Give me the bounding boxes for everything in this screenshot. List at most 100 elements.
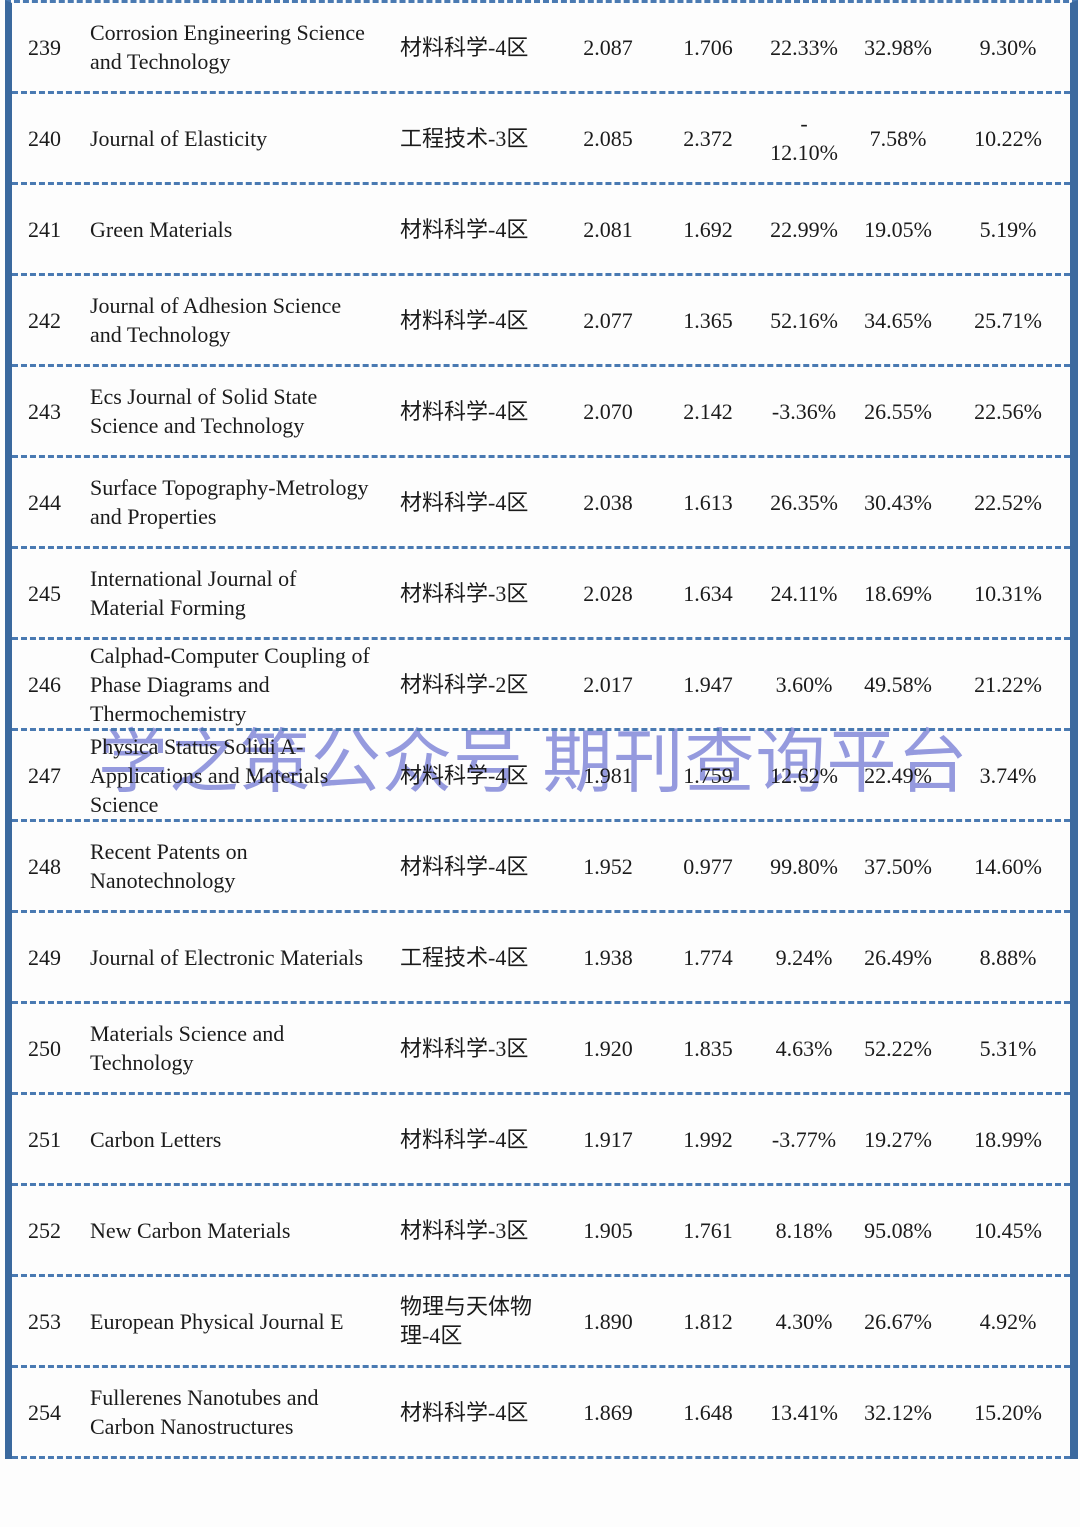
metric2-cell: 1.761 bbox=[683, 1217, 733, 1243]
percent3-cell: 10.45% bbox=[974, 1217, 1042, 1243]
percent2-cell: 30.43% bbox=[864, 489, 932, 515]
metric1-cell: 2.038 bbox=[583, 489, 633, 515]
category-zone-cell: 材料科学-4区 bbox=[400, 1399, 529, 1425]
journal-name-cell: Journal of Electronic Materials bbox=[90, 944, 364, 970]
percent2-cell: 18.69% bbox=[864, 580, 932, 606]
percent1-cell: 52.16% bbox=[770, 307, 838, 333]
metric2-cell: 1.634 bbox=[683, 580, 733, 606]
watermark: 学之策公众号 期刊查询平台 bbox=[98, 725, 969, 802]
percent1-cell: 22.99% bbox=[770, 216, 838, 242]
table-row: 245 International Journal of Material Fo… bbox=[12, 549, 1070, 640]
percent3-cell: 18.99% bbox=[974, 1126, 1042, 1152]
journal-name-cell: Materials Science and Technology bbox=[90, 1021, 285, 1075]
percent3-cell: 9.30% bbox=[979, 34, 1037, 60]
table-row: 252 New Carbon Materials 材料科学-3区 1.905 1… bbox=[12, 1186, 1070, 1277]
percent1-cell: 99.80% bbox=[770, 853, 838, 879]
metric1-cell: 2.017 bbox=[583, 671, 633, 697]
category-zone-cell: 材料科学-4区 bbox=[400, 216, 529, 242]
metric2-cell: 1.648 bbox=[683, 1399, 733, 1425]
percent3-cell: 4.92% bbox=[979, 1308, 1037, 1334]
percent2-cell: 22.49% bbox=[864, 762, 932, 788]
percent2-cell: 26.55% bbox=[864, 398, 932, 424]
journal-name-cell: International Journal of Material Formin… bbox=[90, 566, 297, 620]
metric1-cell: 2.081 bbox=[583, 216, 633, 242]
percent3-cell: 5.31% bbox=[979, 1035, 1037, 1061]
percent1-cell: 3.60% bbox=[775, 671, 833, 697]
category-zone-cell: 工程技术-3区 bbox=[400, 125, 529, 151]
percent1-cell: 26.35% bbox=[770, 489, 838, 515]
percent1-cell: -3.36% bbox=[771, 398, 837, 424]
metric2-cell: 1.706 bbox=[683, 34, 733, 60]
metric2-cell: 1.774 bbox=[683, 944, 733, 970]
percent2-cell: 26.49% bbox=[864, 944, 932, 970]
rank-cell: 249 bbox=[28, 944, 61, 970]
metric1-cell: 1.952 bbox=[583, 853, 633, 879]
percent3-cell: 22.56% bbox=[974, 398, 1042, 424]
rank-cell: 241 bbox=[28, 216, 61, 242]
table-row: 250 Materials Science and Technology 材料科… bbox=[12, 1004, 1070, 1095]
journal-name-cell: Calphad-Computer Coupling of Phase Diagr… bbox=[90, 642, 370, 726]
category-zone-cell: 材料科学-3区 bbox=[400, 580, 529, 606]
metric1-cell: 1.917 bbox=[583, 1126, 633, 1152]
journal-name-cell: Ecs Journal of Solid State Science and T… bbox=[90, 384, 318, 438]
category-zone-cell: 材料科学-4区 bbox=[400, 307, 529, 333]
category-zone-cell: 物理与天体物理-4区 bbox=[400, 1294, 533, 1348]
percent3-cell: 15.20% bbox=[974, 1399, 1042, 1425]
percent3-cell: 14.60% bbox=[974, 853, 1042, 879]
category-zone-cell: 材料科学-4区 bbox=[400, 762, 529, 788]
rank-cell: 244 bbox=[28, 489, 61, 515]
journal-table: 239 Corrosion Engineering Science and Te… bbox=[5, 0, 1078, 1459]
category-zone-cell: 材料科学-3区 bbox=[400, 1035, 529, 1061]
percent1-cell: - 12.10% bbox=[770, 111, 838, 165]
percent3-cell: 10.22% bbox=[974, 125, 1042, 151]
table-row: 254 Fullerenes Nanotubes and Carbon Nano… bbox=[12, 1368, 1070, 1459]
percent2-cell: 19.27% bbox=[864, 1126, 932, 1152]
metric1-cell: 2.077 bbox=[583, 307, 633, 333]
metric2-cell: 1.613 bbox=[683, 489, 733, 515]
percent2-cell: 19.05% bbox=[864, 216, 932, 242]
percent1-cell: 8.18% bbox=[775, 1217, 833, 1243]
percent3-cell: 3.74% bbox=[979, 762, 1037, 788]
percent1-cell: 13.41% bbox=[770, 1399, 838, 1425]
percent1-cell: 12.62% bbox=[770, 762, 838, 788]
category-zone-cell: 材料科学-4区 bbox=[400, 489, 529, 515]
table-row: 239 Corrosion Engineering Science and Te… bbox=[12, 3, 1070, 94]
percent2-cell: 37.50% bbox=[864, 853, 932, 879]
metric2-cell: 1.692 bbox=[683, 216, 733, 242]
journal-name-cell: Fullerenes Nanotubes and Carbon Nanostru… bbox=[90, 1385, 319, 1439]
category-zone-cell: 材料科学-4区 bbox=[400, 398, 529, 424]
table-row: 242 Journal of Adhesion Science and Tech… bbox=[12, 276, 1070, 367]
metric1-cell: 2.085 bbox=[583, 125, 633, 151]
table-row: 246 Calphad-Computer Coupling of Phase D… bbox=[12, 640, 1070, 731]
rank-cell: 247 bbox=[28, 762, 61, 788]
metric2-cell: 0.977 bbox=[683, 853, 733, 879]
journal-name-cell: Journal of Adhesion Science and Technolo… bbox=[90, 293, 342, 347]
rank-cell: 254 bbox=[28, 1399, 61, 1425]
metric1-cell: 1.905 bbox=[583, 1217, 633, 1243]
rank-cell: 248 bbox=[28, 853, 61, 879]
metric2-cell: 1.947 bbox=[683, 671, 733, 697]
percent1-cell: 9.24% bbox=[775, 944, 833, 970]
table-row: 244 Surface Topography-Metrology and Pro… bbox=[12, 458, 1070, 549]
percent2-cell: 7.58% bbox=[869, 125, 927, 151]
rank-cell: 250 bbox=[28, 1035, 61, 1061]
percent2-cell: 52.22% bbox=[864, 1035, 932, 1061]
percent3-cell: 10.31% bbox=[974, 580, 1042, 606]
table-row: 251 Carbon Letters 材料科学-4区 1.917 1.992 -… bbox=[12, 1095, 1070, 1186]
metric1-cell: 2.087 bbox=[583, 34, 633, 60]
category-zone-cell: 材料科学-4区 bbox=[400, 34, 529, 60]
journal-name-cell: European Physical Journal E bbox=[90, 1308, 344, 1334]
category-zone-cell: 材料科学-4区 bbox=[400, 853, 529, 879]
journal-name-cell: Green Materials bbox=[90, 216, 233, 242]
rank-cell: 240 bbox=[28, 125, 61, 151]
table-row: 243 Ecs Journal of Solid State Science a… bbox=[12, 367, 1070, 458]
journal-name-cell: Physica Status Solidi A-Applications and… bbox=[90, 733, 329, 817]
rank-cell: 242 bbox=[28, 307, 61, 333]
table-row: 253 European Physical Journal E 物理与天体物理-… bbox=[12, 1277, 1070, 1368]
metric1-cell: 1.869 bbox=[583, 1399, 633, 1425]
category-zone-cell: 工程技术-4区 bbox=[400, 944, 529, 970]
percent1-cell: 4.30% bbox=[775, 1308, 833, 1334]
percent1-cell: -3.77% bbox=[771, 1126, 837, 1152]
category-zone-cell: 材料科学-2区 bbox=[400, 671, 529, 697]
